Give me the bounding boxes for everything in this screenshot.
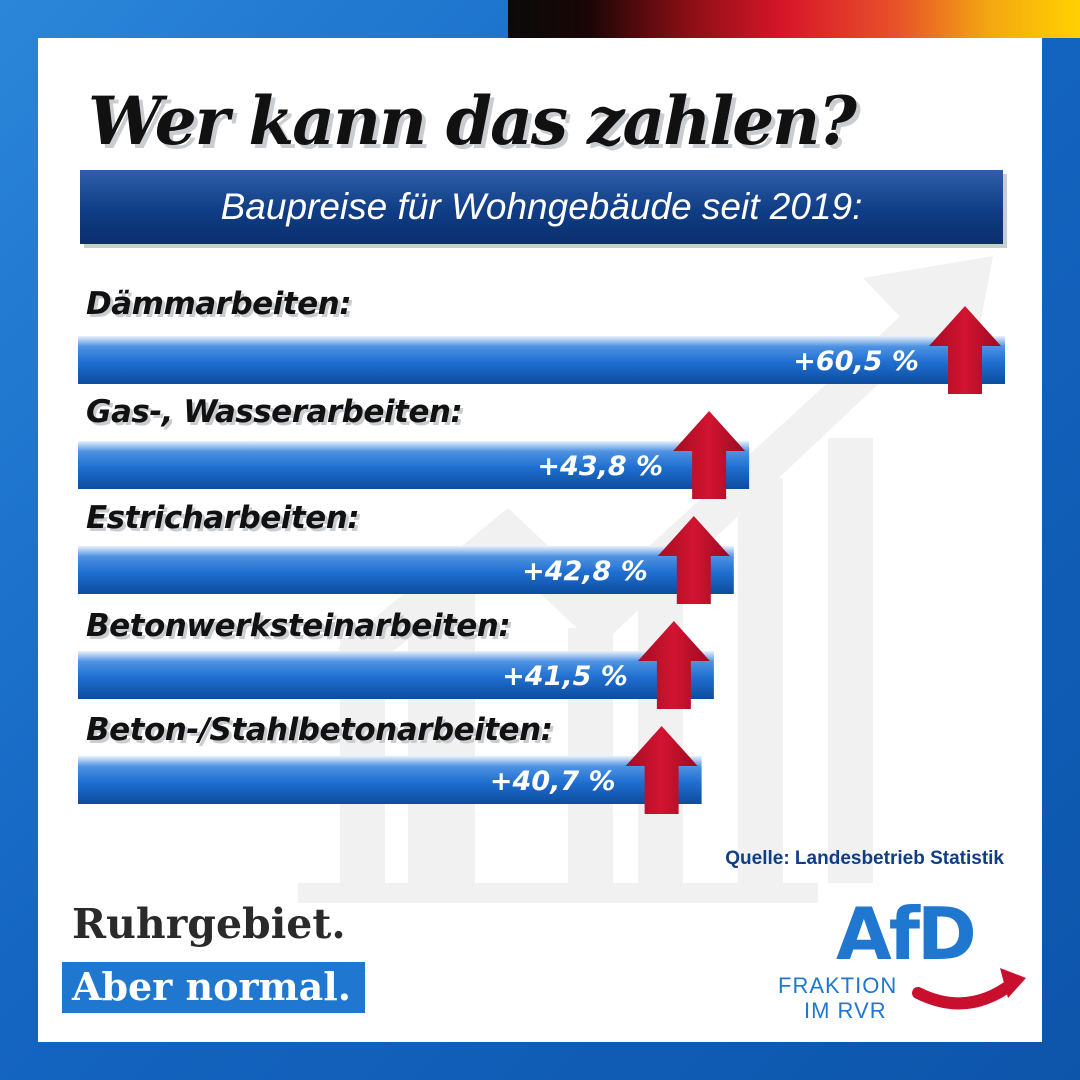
- red-up-arrow-icon: [657, 516, 730, 604]
- party-logo: AfD FRAKTION IM RVR: [768, 892, 1028, 1028]
- slogan-line-1: Ruhrgebiet.: [72, 900, 346, 948]
- red-up-arrow-icon: [673, 411, 746, 499]
- red-up-arrow-icon: [625, 726, 698, 814]
- logo-subtitle-line-2: IM RVR: [804, 998, 887, 1023]
- category-label-estricharbeiten: Estricharbeiten:: [86, 500, 360, 536]
- bar-value-label-estricharbeiten: +42,8 %: [522, 556, 648, 587]
- category-label-gas-wasserarbeiten: Gas-, Wasserarbeiten:: [86, 394, 463, 430]
- bar-value-label-gas-wasserarbeiten: +43,8 %: [537, 451, 663, 482]
- bar-betonwerksteinarbeiten: [78, 651, 714, 699]
- bar-gas-wasserarbeiten: [78, 441, 750, 489]
- logo-wordmark: AfD: [836, 892, 977, 976]
- swoosh-arrow-icon: [912, 968, 1026, 1010]
- category-label-betonwerksteinarbeiten: Betonwerksteinarbeiten:: [86, 608, 511, 644]
- source-note: Quelle: Landesbetrieb Statistik: [725, 848, 1004, 869]
- content-card: Wer kann das zahlen? Baupreise für Wohng…: [38, 38, 1042, 1042]
- red-up-arrow-icon: [637, 621, 710, 709]
- slogan-line-2: Aber normal.: [62, 962, 365, 1013]
- subtitle-banner: Baupreise für Wohngebäude seit 2019:: [80, 170, 1003, 244]
- logo-subtitle-line-1: FRAKTION: [778, 973, 898, 998]
- bar-chart: +60,5 % +43,8 % +42,8 % +41,5 % +40,7 %: [78, 306, 1005, 814]
- bar-value-label-beton-stahlbetonarbeiten: +40,7 %: [490, 766, 616, 797]
- bar-beton-stahlbetonarbeiten: [78, 756, 702, 804]
- bar-daemmarbeiten: [78, 336, 1005, 384]
- headline: Wer kann das zahlen?: [88, 82, 857, 160]
- category-label-beton-stahlbetonarbeiten: Beton-/Stahlbetonarbeiten:: [86, 712, 553, 748]
- category-label-daemmarbeiten: Dämmarbeiten:: [86, 286, 352, 322]
- bar-estricharbeiten: [78, 546, 734, 594]
- bar-value-label-betonwerksteinarbeiten: +41,5 %: [502, 661, 628, 692]
- bar-value-label-daemmarbeiten: +60,5 %: [793, 346, 919, 377]
- red-up-arrow-icon: [929, 306, 1001, 394]
- flag-color-strip: [508, 0, 1080, 38]
